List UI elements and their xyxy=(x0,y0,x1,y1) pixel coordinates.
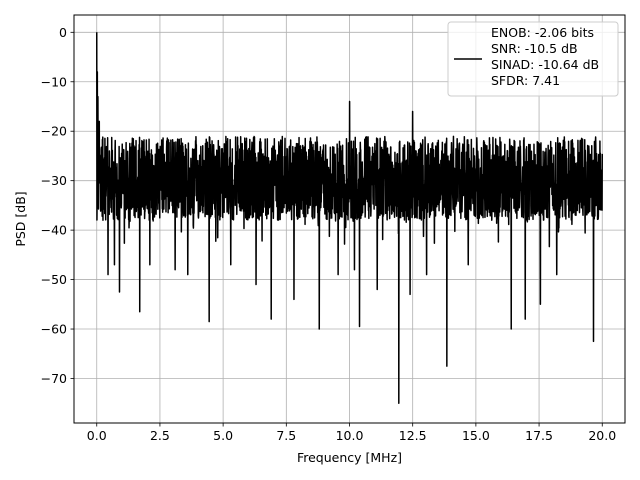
legend-line-3: SFDR: 7.41 xyxy=(491,73,560,88)
y-tick-label: −30 xyxy=(41,173,67,188)
x-tick-label: 2.5 xyxy=(150,428,170,443)
x-tick-label: 15.0 xyxy=(462,428,490,443)
legend-line-2: SINAD: -10.64 dB xyxy=(491,57,599,72)
y-axis-label: PSD [dB] xyxy=(13,191,28,246)
legend-box xyxy=(447,21,619,97)
y-tick-label: −20 xyxy=(41,124,67,139)
y-tick-label: −10 xyxy=(41,74,67,89)
legend: ENOB: -2.06 bits SNR: -10.5 dB SINAD: -10.… xyxy=(447,21,619,97)
series-line-psd xyxy=(96,32,603,404)
plot-area xyxy=(96,32,603,404)
x-tick-label: 17.5 xyxy=(525,428,553,443)
y-tick-label: −60 xyxy=(41,322,67,337)
x-tick-label: 20.0 xyxy=(588,428,616,443)
y-tick-label: 0 xyxy=(59,25,67,40)
x-tick-label: 7.5 xyxy=(276,428,296,443)
x-tick-label: 0.0 xyxy=(87,428,107,443)
legend-line-0: ENOB: -2.06 bits xyxy=(491,25,594,40)
x-axis-label: Frequency [MHz] xyxy=(297,450,402,465)
y-tick-label: −40 xyxy=(41,223,67,238)
y-tick-label: −50 xyxy=(41,272,67,287)
legend-line-1: SNR: -10.5 dB xyxy=(491,41,578,56)
x-tick-label: 5.0 xyxy=(213,428,233,443)
legend-label: ENOB: -2.06 bits SNR: -10.5 dB SINAD: -10.… xyxy=(491,25,599,88)
y-tick-label: −70 xyxy=(41,371,67,386)
x-tick-label: 10.0 xyxy=(336,428,364,443)
x-tick-label: 12.5 xyxy=(399,428,427,443)
y-axis: 0 −10 −20 −30 −40 −50 −60 −70 xyxy=(41,25,74,386)
x-axis: 0.0 2.5 5.0 7.5 10.0 12.5 15.0 17.5 20.0 xyxy=(87,423,616,443)
